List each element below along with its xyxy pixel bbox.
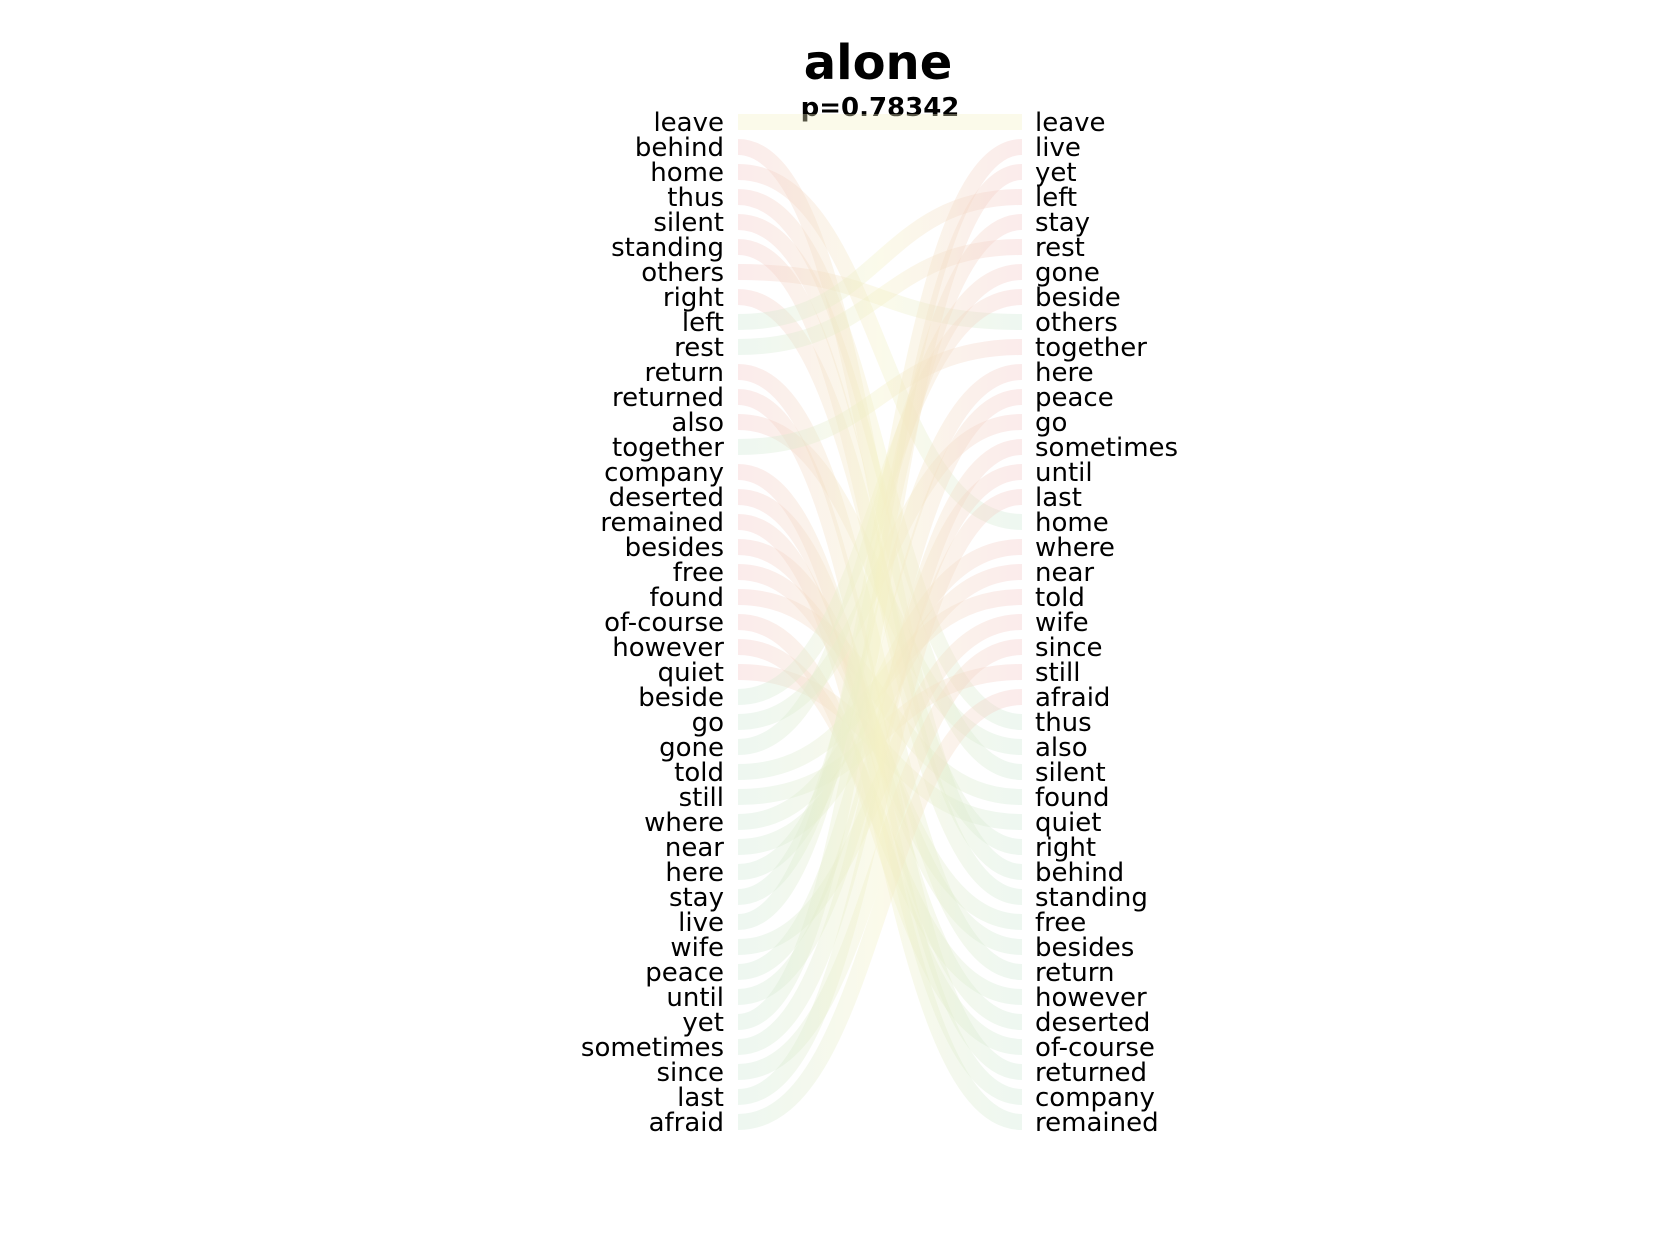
right-label-near: near: [1035, 558, 1094, 588]
right-label-free: free: [1035, 908, 1086, 938]
right-label-silent: silent: [1035, 758, 1106, 788]
right-label-yet: yet: [1035, 158, 1077, 188]
left-label-also: also: [671, 408, 724, 438]
right-label-however: however: [1035, 983, 1147, 1013]
link-sometimes: [737, 439, 1023, 1055]
right-label-remained: remained: [1035, 1108, 1159, 1138]
left-label-left: left: [682, 308, 724, 338]
right-label-wife: wife: [1035, 608, 1089, 638]
left-label-last: last: [677, 1083, 724, 1113]
left-label-until: until: [666, 983, 724, 1013]
right-label-leave: leave: [1035, 108, 1106, 138]
right-label-home: home: [1035, 508, 1109, 538]
right-label-found: found: [1035, 783, 1110, 813]
left-label-stay: stay: [669, 883, 724, 913]
link-last: [737, 489, 1023, 1105]
left-label-thus: thus: [667, 183, 724, 213]
left-label-wife: wife: [670, 933, 724, 963]
right-label-deserted: deserted: [1035, 1008, 1150, 1038]
left-label-beside: beside: [638, 683, 724, 713]
right-label-besides: besides: [1035, 933, 1134, 963]
link-live: [737, 139, 1023, 930]
left-label-others: others: [641, 258, 724, 288]
left-label-remained: remained: [600, 508, 724, 538]
left-label-near: near: [665, 833, 724, 863]
left-label-besides: besides: [625, 533, 724, 563]
right-label-stay: stay: [1035, 208, 1090, 238]
chart-title: alone: [804, 35, 953, 91]
link-since: [737, 639, 1023, 1080]
left-label-yet: yet: [682, 1008, 724, 1038]
left-label-returned: returned: [612, 383, 724, 413]
right-label-rest: rest: [1035, 233, 1085, 263]
left-label-home: home: [650, 158, 724, 188]
right-label-also: also: [1035, 733, 1088, 763]
left-label-go: go: [692, 708, 724, 738]
left-label-told: told: [674, 758, 724, 788]
right-ranking-labels: leaveliveyetleftstayrestgonebesideothers…: [1035, 108, 1178, 1138]
left-label-silent: silent: [653, 208, 724, 238]
right-label-of-course: of-course: [1035, 1033, 1155, 1063]
left-label-still: still: [679, 783, 724, 813]
left-label-peace: peace: [645, 958, 724, 988]
right-label-last: last: [1035, 483, 1082, 513]
right-label-gone: gone: [1035, 258, 1100, 288]
right-label-standing: standing: [1035, 883, 1148, 913]
left-label-here: here: [665, 858, 724, 888]
left-label-together: together: [612, 433, 724, 463]
left-label-quiet: quiet: [658, 658, 724, 688]
left-label-since: since: [656, 1058, 724, 1088]
left-label-gone: gone: [659, 733, 724, 763]
link-thus: [737, 189, 1023, 730]
left-label-free: free: [673, 558, 724, 588]
right-label-company: company: [1035, 1083, 1155, 1113]
left-label-of-course: of-course: [604, 608, 724, 638]
right-label-sometimes: sometimes: [1035, 433, 1178, 463]
right-label-afraid: afraid: [1035, 683, 1110, 713]
right-label-right: right: [1035, 833, 1096, 863]
right-label-peace: peace: [1035, 383, 1114, 413]
left-label-found: found: [649, 583, 724, 613]
right-label-together: together: [1035, 333, 1147, 363]
left-label-rest: rest: [674, 333, 724, 363]
left-label-however: however: [612, 633, 724, 663]
left-label-deserted: deserted: [609, 483, 724, 513]
right-label-go: go: [1035, 408, 1067, 438]
right-label-since: since: [1035, 633, 1103, 663]
left-label-behind: behind: [635, 133, 724, 163]
right-label-return: return: [1035, 958, 1115, 988]
left-label-company: company: [604, 458, 724, 488]
link-yet: [736, 164, 1024, 1030]
rank-links: [736, 113, 1024, 1130]
left-label-where: where: [644, 808, 724, 838]
right-label-beside: beside: [1035, 283, 1121, 313]
right-label-behind: behind: [1035, 858, 1124, 888]
right-label-returned: returned: [1035, 1058, 1147, 1088]
right-label-live: live: [1035, 133, 1081, 163]
right-label-told: told: [1035, 583, 1085, 613]
left-label-sometimes: sometimes: [581, 1033, 724, 1063]
right-label-quiet: quiet: [1035, 808, 1101, 838]
right-label-still: still: [1035, 658, 1080, 688]
right-label-until: until: [1035, 458, 1093, 488]
right-label-where: where: [1035, 533, 1115, 563]
link-afraid: [737, 689, 1023, 1130]
right-label-here: here: [1035, 358, 1094, 388]
left-label-return: return: [645, 358, 725, 388]
link-together: [737, 339, 1023, 455]
left-label-standing: standing: [611, 233, 724, 263]
right-label-thus: thus: [1035, 708, 1092, 738]
left-label-leave: leave: [653, 108, 724, 138]
left-label-right: right: [663, 283, 724, 313]
left-label-afraid: afraid: [649, 1108, 724, 1138]
left-ranking-labels: leavebehindhomethussilentstandingothersr…: [581, 108, 724, 1138]
right-label-left: left: [1035, 183, 1077, 213]
right-label-others: others: [1035, 308, 1118, 338]
link-peace: [737, 389, 1023, 980]
left-label-live: live: [678, 908, 724, 938]
